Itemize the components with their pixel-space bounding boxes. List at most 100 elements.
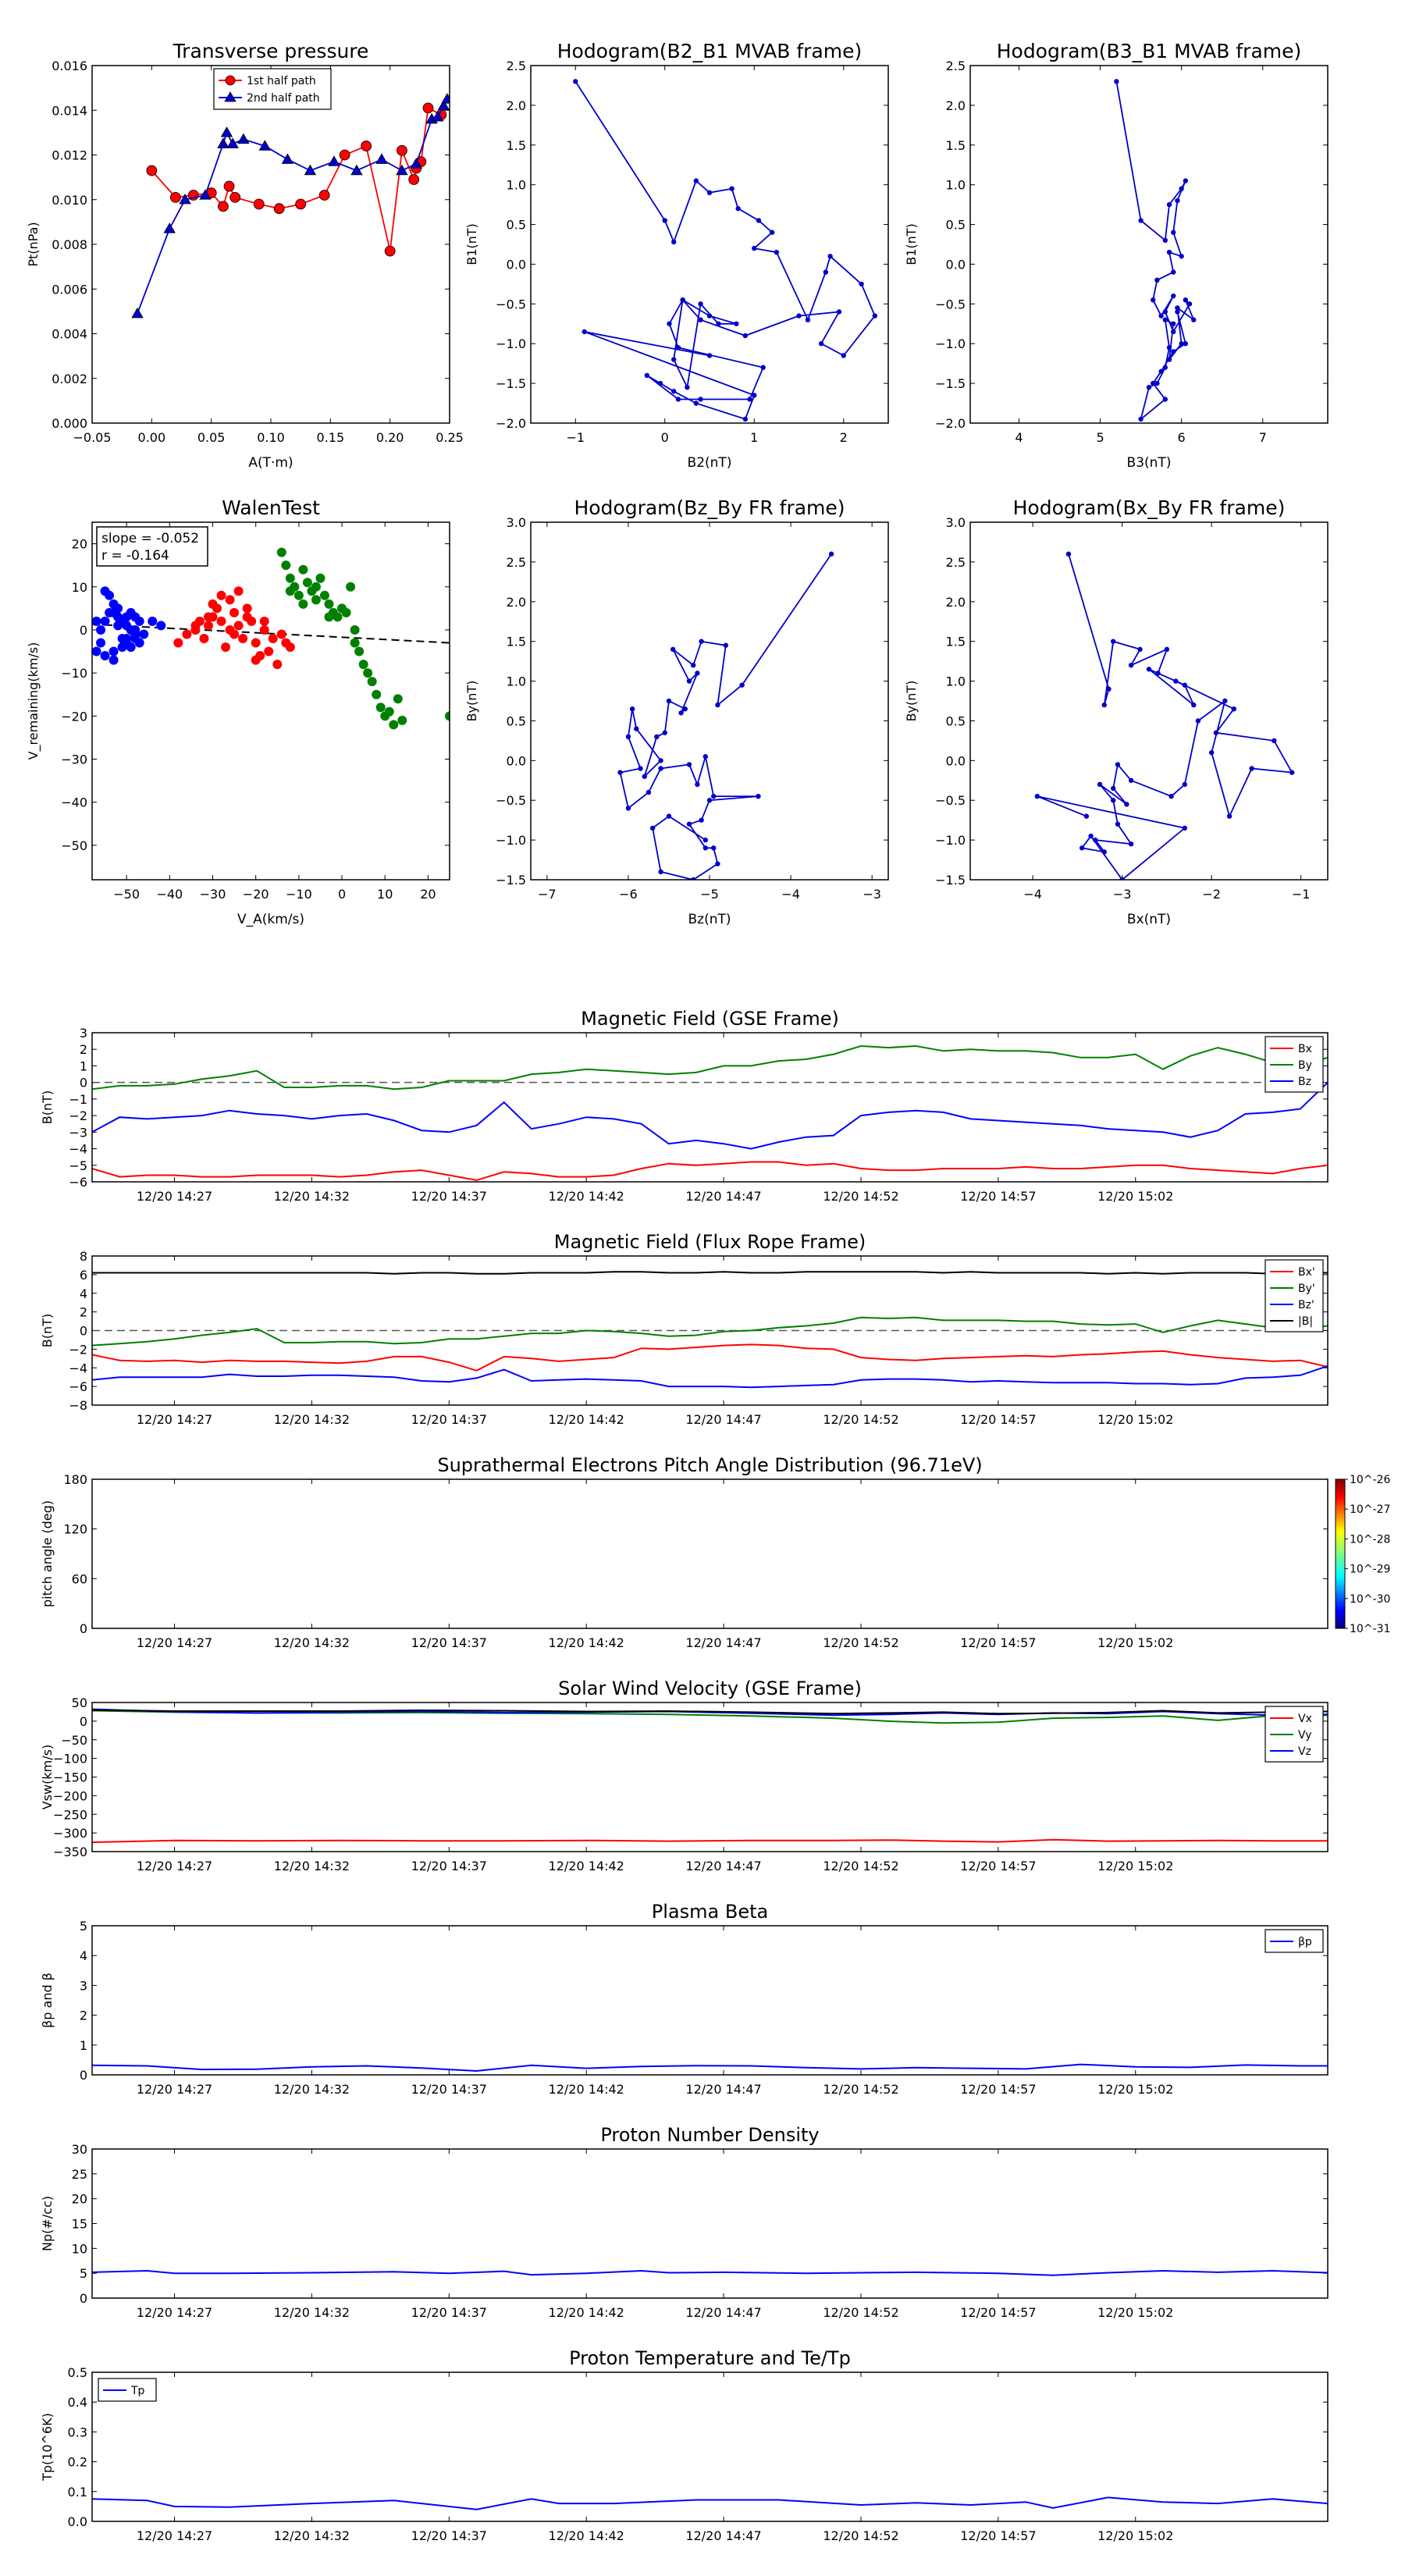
mag-fr-panel: Magnetic Field (Flux Rope Frame) B(nT) −8 −… bbox=[40, 1231, 1329, 1427]
proton-density-ytick-label: 5 bbox=[80, 2266, 87, 2281]
transverse-pressure-legend-marker bbox=[225, 75, 236, 86]
mag-fr-legend-label: Bx' bbox=[1298, 1266, 1315, 1279]
hodogram-b2-b1-series-0-point bbox=[841, 353, 846, 358]
hodogram-bx-by-series-0-point bbox=[1191, 702, 1197, 708]
hodogram-b2-b1-ylabel: B1(nT) bbox=[464, 223, 479, 265]
walen-test-series-1-point bbox=[182, 629, 192, 639]
pitch-angle-title: Suprathermal Electrons Pitch Angle Distr… bbox=[437, 1454, 982, 1476]
hodogram-b2-b1-series-0-point bbox=[818, 341, 824, 347]
proton-density-ytick-label: 25 bbox=[72, 2167, 87, 2182]
hodogram-bx-by-panel: Hodogram(Bx_By FR frame) Bx(nT) By(nT) −1.5… bbox=[904, 496, 1329, 927]
transverse-pressure-series-0-point bbox=[273, 203, 285, 215]
hodogram-bx-by-ytick-label: 1.0 bbox=[946, 674, 966, 689]
transverse-pressure-xtick-label: −0.05 bbox=[73, 430, 111, 445]
walen-test-ytick-label: −30 bbox=[61, 752, 87, 767]
hodogram-b2-b1-series-0-point bbox=[836, 309, 842, 315]
transverse-pressure-xtick-label: 0.15 bbox=[317, 430, 345, 445]
hodogram-bz-by-frame bbox=[530, 521, 889, 881]
hodogram-b2-b1-series-0-point bbox=[729, 186, 735, 191]
walen-test-series-0-point bbox=[130, 633, 140, 643]
hodogram-b3-b1-series-0-point bbox=[1151, 297, 1156, 303]
transverse-pressure-ytick-label: 0.012 bbox=[52, 148, 87, 163]
hodogram-b3-b1-ytick-label: 1.0 bbox=[946, 178, 966, 193]
walen-test-series-0-point bbox=[126, 642, 136, 653]
walen-test-series-2-point bbox=[358, 660, 368, 670]
mag-gse-xtick-label: 12/20 15:02 bbox=[1097, 1189, 1173, 1204]
hodogram-bz-by-series-0-point bbox=[695, 781, 700, 788]
hodogram-b2-b1-frame bbox=[530, 65, 889, 424]
plasma-beta-series-0-line bbox=[92, 2063, 1328, 2073]
plasma-beta-xtick-label: 12/20 14:57 bbox=[960, 2082, 1036, 2097]
pitch-angle-xtick-label: 12/20 15:02 bbox=[1097, 1635, 1173, 1650]
walen-test-series-1-point bbox=[216, 616, 226, 626]
hodogram-bx-by-series-0-point bbox=[1088, 833, 1094, 839]
hodogram-bz-by-series-0-point bbox=[699, 639, 704, 644]
proton-density-ytick-label: 0 bbox=[80, 2291, 87, 2306]
hodogram-bx-by-series-0-point bbox=[1226, 813, 1232, 819]
proton-density-xtick-label: 12/20 15:02 bbox=[1097, 2305, 1173, 2320]
hodogram-b2-b1-series-0-point bbox=[747, 397, 752, 402]
colorbar-label: 10^-26 bbox=[1350, 1474, 1391, 1486]
proton-density-xtick-label: 12/20 14:37 bbox=[411, 2305, 487, 2320]
walen-test-series-2-point bbox=[293, 590, 304, 600]
hodogram-bz-by-ytick-label: −1.5 bbox=[496, 873, 526, 888]
mag-fr-xtick-label: 12/20 15:02 bbox=[1097, 1412, 1173, 1427]
hodogram-bz-by-series-0-point bbox=[706, 798, 713, 803]
hodogram-bz-by-series-0-point bbox=[828, 551, 834, 557]
hodogram-b3-b1-ytick-label: −1.5 bbox=[935, 376, 966, 391]
walen-test-xtick-label: −50 bbox=[113, 887, 140, 902]
mag-fr-xtick-label: 12/20 14:47 bbox=[685, 1412, 761, 1427]
walen-test-annotation-line: slope = -0.052 bbox=[101, 531, 199, 546]
hodogram-bz-by-series-0-point bbox=[686, 762, 692, 767]
proton-temperature-ytick-label: 0.4 bbox=[68, 2395, 87, 2410]
plasma-beta-plot-area bbox=[92, 2063, 1328, 2073]
mag-fr-frame bbox=[91, 1255, 1329, 1406]
hodogram-bx-by-series-0-point bbox=[1101, 849, 1107, 855]
hodogram-b2-b1-series-0-point bbox=[675, 345, 681, 350]
mag-gse-ytick-label: −5 bbox=[69, 1158, 87, 1173]
hodogram-b3-b1-xlabel: B3(nT) bbox=[1127, 455, 1172, 471]
walen-test-series-2-point bbox=[372, 689, 382, 699]
hodogram-b2-b1-ytick-label: 2.0 bbox=[507, 98, 526, 113]
hodogram-b3-b1-series-0-point bbox=[1183, 297, 1189, 303]
transverse-pressure-frame bbox=[91, 65, 450, 424]
walen-test-xlabel: V_A(km/s) bbox=[237, 912, 304, 927]
hodogram-b2-b1-ytick-label: −1.0 bbox=[496, 336, 526, 351]
walen-test-series-0-point bbox=[92, 616, 101, 626]
hodogram-b2-b1-series-0-point bbox=[823, 269, 829, 275]
transverse-pressure-series-1-point bbox=[437, 99, 450, 111]
walen-test-ytick-label: −20 bbox=[61, 709, 87, 724]
walen-test-series-2-point bbox=[397, 715, 407, 725]
colorbar-label: 10^-28 bbox=[1350, 1533, 1390, 1546]
hodogram-bz-by-series-0-point bbox=[756, 793, 761, 799]
hodogram-b2-b1-series-0-point bbox=[675, 397, 681, 402]
hodogram-bz-by-series-0-point bbox=[670, 646, 676, 653]
walen-test-xtick-label: −30 bbox=[200, 887, 226, 902]
walen-test-series-2-point bbox=[389, 720, 399, 730]
walen-test-series-2-point bbox=[445, 711, 450, 721]
hodogram-b3-b1-xtick-label: 5 bbox=[1096, 430, 1104, 445]
hodogram-b3-b1-series-0-point bbox=[1166, 249, 1172, 255]
hodogram-bz-by-series-0-point bbox=[666, 698, 672, 704]
walen-test-series-2-point bbox=[298, 599, 308, 609]
hodogram-bz-by-series-0-point bbox=[678, 710, 684, 716]
proton-temperature-ytick-label: 0.3 bbox=[68, 2425, 87, 2439]
hodogram-bx-by-series-0-point bbox=[1111, 639, 1116, 644]
mag-fr-xtick-label: 12/20 14:52 bbox=[823, 1412, 898, 1427]
hodogram-b2-b1-series-0-point bbox=[657, 380, 663, 386]
walen-test-annotation-box bbox=[96, 526, 208, 567]
transverse-pressure-series-1-point bbox=[237, 133, 250, 144]
hodogram-bz-by-ylabel: By(nT) bbox=[464, 681, 479, 722]
hodogram-b2-b1-ytick-label: 1.5 bbox=[507, 138, 526, 153]
solar-wind-velocity-legend-label: Vx bbox=[1298, 1713, 1312, 1725]
walen-test-series-0-point bbox=[100, 616, 110, 626]
hodogram-bz-by-series-0-point bbox=[723, 642, 729, 648]
hodogram-bx-by-series-0-point bbox=[1128, 841, 1134, 847]
transverse-pressure-xtick-label: 0.00 bbox=[138, 430, 166, 445]
hodogram-b3-b1-ytick-label: 2.5 bbox=[946, 59, 966, 73]
hodogram-bz-by-series-0-point bbox=[686, 678, 692, 684]
colorbar-label: 10^-29 bbox=[1350, 1564, 1390, 1576]
mag-gse-title: Magnetic Field (GSE Frame) bbox=[581, 1008, 839, 1030]
solar-wind-velocity-title: Solar Wind Velocity (GSE Frame) bbox=[558, 1678, 862, 1699]
solar-wind-velocity-plot-area bbox=[92, 1708, 1328, 1844]
